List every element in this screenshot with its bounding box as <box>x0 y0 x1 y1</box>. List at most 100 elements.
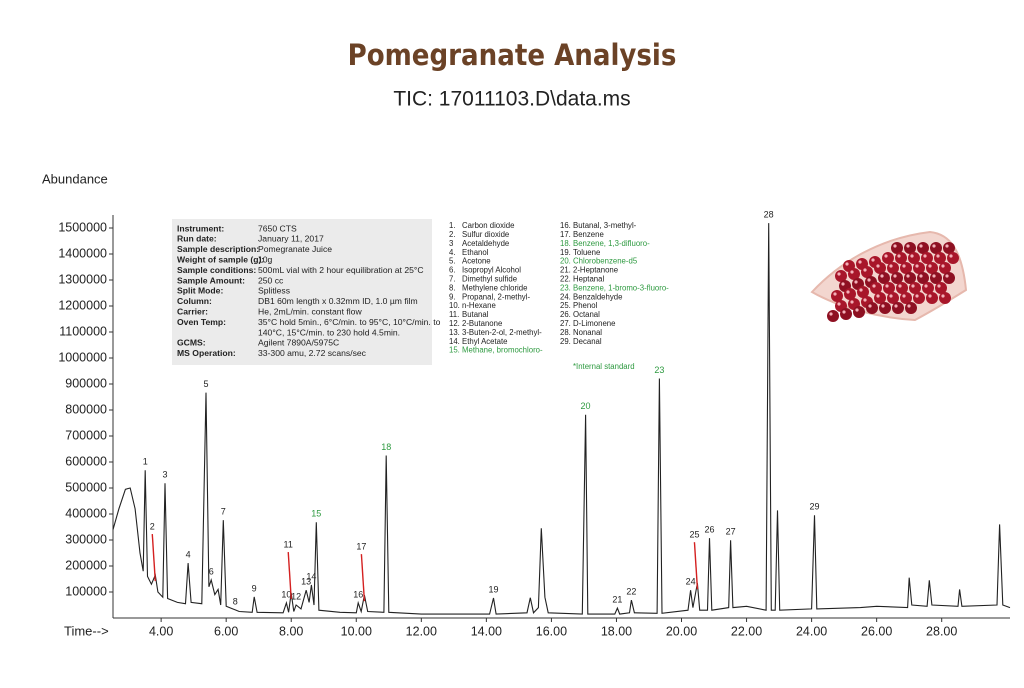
compound-name: Butanal, 3-methyl- <box>573 221 637 230</box>
compound-name: Heptanal <box>573 274 604 283</box>
peak-pointer <box>151 534 156 582</box>
x-tick-label: 8.00 <box>279 624 303 638</box>
y-tick-label: 1500000 <box>58 220 107 234</box>
aril <box>840 308 852 320</box>
compound-name: Benzene <box>573 230 604 239</box>
x-tick-label: 4.00 <box>149 624 173 638</box>
compound-number: 21. <box>560 266 571 275</box>
info-key: Sample description: <box>177 244 259 254</box>
peak-label: 29 <box>810 502 820 512</box>
aril-highlight <box>858 260 862 264</box>
aril-highlight <box>850 270 854 274</box>
compound-number: 19. <box>560 248 571 257</box>
aril-highlight <box>910 254 914 258</box>
aril-highlight <box>932 274 936 278</box>
compound-name: Acetaldehyde <box>462 239 509 248</box>
compound-name: Methylene chloride <box>462 283 527 292</box>
compound-name: Acetone <box>462 257 491 266</box>
aril-highlight <box>889 294 893 298</box>
y-tick-label: 1400000 <box>58 246 107 260</box>
compound-number: 6. <box>449 266 456 275</box>
compound-number: 23. <box>560 283 571 292</box>
aril-highlight <box>906 274 910 278</box>
info-key: Run date: <box>177 234 217 244</box>
aril-highlight <box>902 294 906 298</box>
aril-highlight <box>881 304 885 308</box>
x-tick-label: 14.00 <box>471 624 502 638</box>
compound-name: n-Hexane <box>462 301 496 310</box>
compound-number: 20. <box>560 257 571 266</box>
peak-label: 4 <box>186 550 191 560</box>
compound-name: D-Limonene <box>573 319 615 328</box>
x-tick-label: 18.00 <box>601 624 632 638</box>
x-tick-label: 6.00 <box>214 624 238 638</box>
x-tick-label: 20.00 <box>666 624 697 638</box>
compound-number: 9. <box>449 292 456 301</box>
compound-name: 2-Butanone <box>462 319 502 328</box>
aril <box>947 252 959 264</box>
peak-label: 26 <box>704 525 714 535</box>
aril <box>926 292 938 304</box>
compound-number: 4. <box>449 248 456 257</box>
compound-number: 2. <box>449 230 456 239</box>
aril <box>879 302 891 314</box>
info-value: 140°C, 15°C/min. to 230 hold 4.5min. <box>258 327 400 337</box>
compound-number: 27. <box>560 319 571 328</box>
peak-label: 1 <box>143 457 148 467</box>
peak-label: 13 <box>301 577 311 587</box>
aril-highlight <box>932 244 936 248</box>
peak-label: 2 <box>150 521 155 531</box>
peak-pointer <box>693 542 699 590</box>
compound-number: 24. <box>560 292 571 301</box>
peak-label: 12 <box>291 591 301 601</box>
aril-highlight <box>837 272 841 276</box>
compound-number: 29. <box>560 337 571 346</box>
y-tick-label: 1000000 <box>58 350 107 364</box>
aril-highlight <box>863 268 867 272</box>
peak-label: 10 <box>281 589 291 599</box>
x-tick-label: 28.00 <box>926 624 957 638</box>
info-key: GCMS: <box>177 338 206 348</box>
info-key: Oven Temp: <box>177 317 226 327</box>
aril-highlight <box>893 244 897 248</box>
peak-label: 20 <box>581 401 591 411</box>
compound-number: 7. <box>449 274 456 283</box>
aril-highlight <box>837 302 841 306</box>
y-tick-label: 500000 <box>65 480 107 494</box>
compound-name: Methane, bromochloro- <box>462 346 543 355</box>
aril-highlight <box>941 264 945 268</box>
aril <box>913 292 925 304</box>
aril-highlight <box>924 284 928 288</box>
aril-highlight <box>907 304 911 308</box>
aril-highlight <box>941 294 945 298</box>
info-value: DB1 60m length x 0.32mm ID, 1.0 µm film <box>258 296 418 306</box>
peak-label: 9 <box>252 583 257 593</box>
compound-name: Phenol <box>573 301 598 310</box>
compound-name: Toluene <box>573 248 600 257</box>
chart-subtitle: TIC: 17011103.D\data.ms <box>393 88 630 111</box>
aril-highlight <box>885 284 889 288</box>
compound-number: 26. <box>560 310 571 319</box>
info-key: Sample Amount: <box>177 275 245 285</box>
y-tick-label: 1200000 <box>58 298 107 312</box>
aril-highlight <box>872 284 876 288</box>
aril-highlight <box>923 254 927 258</box>
peak-label: 24 <box>686 577 696 587</box>
x-axis-label: Time--> <box>64 623 109 638</box>
info-value: He, 2mL/min. constant flow <box>258 306 362 316</box>
info-value: 7650 CTS <box>258 223 297 233</box>
compound-number: 22. <box>560 274 571 283</box>
x-tick-label: 16.00 <box>536 624 567 638</box>
y-tick-label: 600000 <box>65 454 107 468</box>
info-value: 500mL vial with 2 hour equilibration at … <box>258 265 424 275</box>
peak-label: 17 <box>356 541 366 551</box>
info-key: Column: <box>177 296 212 306</box>
info-value: 35°C hold 5min., 6°C/min. to 95°C, 10°C/… <box>258 317 441 327</box>
peak-label: 3 <box>163 470 168 480</box>
peak-label: 14 <box>306 571 316 581</box>
aril-highlight <box>915 264 919 268</box>
compound-name: 3-Buten-2-ol, 2-methyl- <box>462 328 542 337</box>
pomegranate-image <box>810 230 968 322</box>
y-axis-label: Abundance <box>42 171 108 186</box>
aril-highlight <box>915 294 919 298</box>
